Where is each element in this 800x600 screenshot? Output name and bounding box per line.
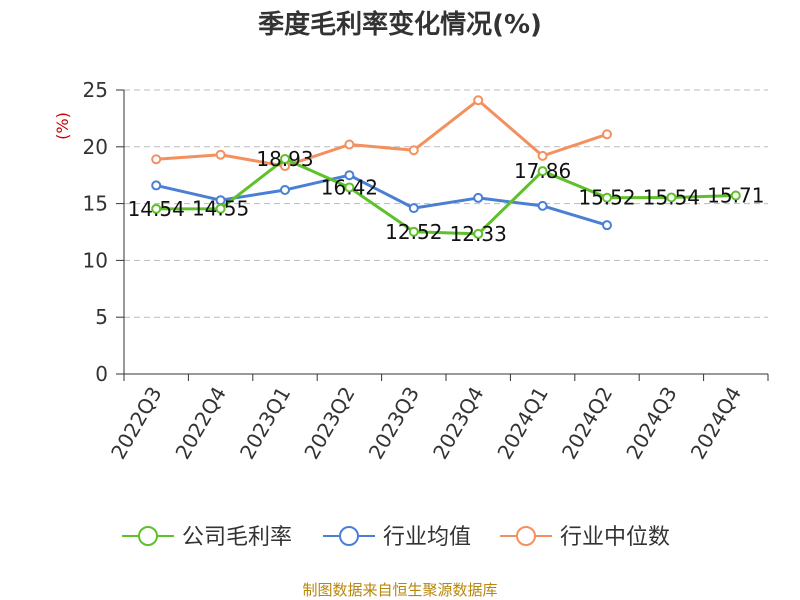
data-point: [408, 203, 419, 214]
data-point: [473, 192, 484, 203]
data-label: 15.52: [578, 186, 635, 210]
data-point: [537, 166, 548, 177]
legend-label: 公司毛利率: [182, 525, 292, 550]
x-tick-label: 2023Q4: [428, 383, 488, 464]
legend-label: 行业均值: [383, 525, 471, 550]
data-point: [215, 203, 226, 214]
series: [151, 95, 741, 239]
data-point: [151, 154, 162, 165]
data-point: [280, 153, 290, 164]
x-tick-label: 2022Q4: [170, 383, 230, 464]
data-label: 15.71: [707, 184, 764, 208]
data-point: [473, 95, 484, 106]
legend-label: 行业中位数: [560, 525, 670, 550]
data-point: [151, 203, 162, 214]
data-label: 12.52: [385, 220, 442, 244]
data-point: [280, 184, 290, 195]
data-point: [730, 190, 741, 201]
data-label: 14.54: [128, 197, 185, 221]
data-point: [344, 139, 355, 150]
legend-swatch-marker: [339, 526, 359, 546]
data-point: [344, 182, 355, 193]
data-point: [537, 150, 548, 161]
data-point: [602, 192, 612, 203]
series-line-1: [155, 173, 608, 227]
source-note: 制图数据来自恒生聚源数据库: [302, 581, 497, 599]
data-point: [473, 228, 484, 239]
data-point: [344, 170, 355, 181]
data-point: [602, 220, 612, 231]
legend-swatch-marker: [516, 526, 536, 546]
y-tick-label: 15: [83, 192, 108, 216]
series-line-0: [156, 157, 736, 236]
data-point: [151, 180, 162, 191]
x-tick-label: 2023Q2: [299, 383, 359, 464]
x-tick-label: 2022Q3: [106, 383, 166, 464]
data-point: [215, 149, 226, 160]
data-point: [537, 200, 548, 211]
x-tick-label: 2024Q1: [492, 383, 552, 464]
legend-swatch-marker: [138, 526, 158, 546]
y-tick-label: 5: [95, 305, 108, 329]
data-label: 18.93: [256, 147, 313, 171]
data-label: 17.86: [514, 159, 571, 183]
data-labels: 14.54 14.55 18.93 16.42 12.52 12.33 17.86 15.52…: [128, 147, 765, 246]
y-tick-label: 20: [83, 135, 108, 159]
data-label: 12.33: [450, 222, 507, 246]
data-label: 15.54: [643, 185, 700, 209]
legend: 公司毛利率 行业均值 行业中位数: [122, 525, 670, 550]
chart-title: 季度毛利率变化情况(%): [258, 9, 542, 40]
x-tick-label: 2024Q3: [621, 383, 681, 464]
series-line-2: [156, 98, 608, 168]
x-tick-label: 2023Q1: [235, 383, 295, 464]
axes: 0 5 10 15 20 25 2022Q3 2022Q4 2023Q1 2023Q2 2023Q3…: [83, 78, 769, 464]
data-label: 16.42: [321, 175, 378, 199]
data-point: [408, 226, 419, 237]
data-point: [666, 192, 677, 203]
y-tick-label: 10: [83, 248, 108, 272]
x-tick-label: 2024Q2: [557, 383, 617, 464]
data-label: 14.55: [192, 197, 249, 221]
y-tick-label: 25: [83, 78, 108, 102]
data-point: [408, 145, 419, 156]
y-tick-label: 0: [95, 362, 108, 386]
y-axis-label: (%): [53, 112, 72, 140]
x-tick-label: 2023Q3: [364, 383, 424, 464]
data-point: [602, 129, 612, 140]
x-tick-label: 2024Q4: [686, 383, 746, 464]
